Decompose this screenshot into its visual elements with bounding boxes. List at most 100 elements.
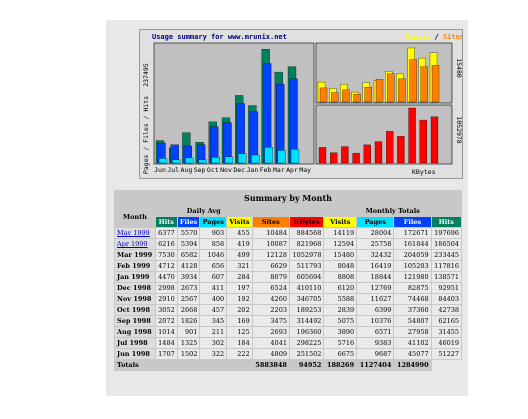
- kbytes-bar: [386, 131, 394, 164]
- value-cell: 2693: [251, 326, 290, 338]
- value-cell: 2203: [251, 304, 290, 316]
- sites-bar: [387, 73, 395, 103]
- month-cell[interactable]: May 1999: [114, 227, 156, 239]
- month-cell: Nov 1998: [114, 293, 156, 305]
- value-cell: 2567: [176, 293, 201, 305]
- value-cell: 204059: [393, 249, 432, 261]
- table-row: Jul 1998 1484 1325 302 184 4041 298225 5716 9383…: [114, 337, 463, 349]
- pages-bar: [172, 159, 181, 164]
- value-cell: 3052: [154, 304, 178, 316]
- value-cell: 284: [226, 271, 253, 283]
- value-cell: 10484: [251, 227, 290, 239]
- value-cell: 233445: [430, 249, 463, 261]
- value-cell: 211: [199, 326, 228, 338]
- month-tick: Jun: [154, 166, 166, 174]
- kbytes-bar: [374, 141, 383, 164]
- value-cell: 607: [199, 271, 228, 283]
- value-cell: 32432: [356, 249, 395, 261]
- legend-sites: Sites: [443, 33, 462, 41]
- month-link[interactable]: Apr 1999: [117, 240, 148, 248]
- pages-bar: [224, 156, 234, 164]
- kbytes-axis-label: KBytes: [412, 168, 436, 176]
- value-cell: 3475: [251, 315, 290, 327]
- month-tick: May: [299, 166, 311, 174]
- value-cell: 11627: [356, 293, 395, 305]
- usage-chart: Usage summary for www.mrunix.net Visits …: [139, 29, 463, 179]
- chart-title: Usage summary for www.mrunix.net: [152, 33, 287, 41]
- col-pages: Pages: [199, 216, 228, 228]
- value-cell: 31455: [430, 326, 463, 338]
- totals-label: Totals: [114, 359, 156, 371]
- value-cell: 196360: [288, 326, 325, 338]
- value-cell: 298225: [288, 337, 325, 349]
- value-cell: 314492: [288, 315, 325, 327]
- month-cell: Aug 1998: [114, 326, 156, 338]
- month-tick: Mar: [273, 166, 285, 174]
- sites-bar: [420, 66, 428, 103]
- value-cell: 84403: [430, 293, 463, 305]
- pages-bar: [198, 159, 207, 164]
- value-cell: 901: [176, 326, 201, 338]
- kbytes-bar: [341, 146, 349, 164]
- month-cell: Jan 1999: [114, 271, 156, 283]
- col-files: Files: [176, 216, 201, 228]
- month-cell: Dec 1998: [114, 282, 156, 294]
- value-cell: 5394: [176, 238, 201, 250]
- month-cell: Jul 1998: [114, 337, 156, 349]
- value-cell: 2673: [176, 282, 201, 294]
- legend-visits-sites: Visits / Sites: [405, 33, 462, 41]
- pages-bar: [277, 150, 286, 164]
- hits-axis-label: Pages / Files / Hits: [142, 96, 150, 174]
- value-cell: 2910: [154, 293, 178, 305]
- value-cell: 121980: [393, 271, 432, 283]
- value-cell: 12594: [323, 238, 358, 250]
- value-cell: 18844: [356, 271, 395, 283]
- value-cell: 161844: [393, 238, 432, 250]
- kbytes-bar: [419, 119, 427, 164]
- blank-header: [251, 205, 325, 217]
- month-tick: Dec: [233, 166, 245, 174]
- value-cell: 6216: [154, 238, 178, 250]
- kbytes-plot-area: [315, 104, 453, 165]
- table-row: Dec 1998 2998 2673 411 197 6524 410110 6120 1276…: [114, 282, 463, 294]
- value-cell: 6399: [356, 304, 395, 316]
- month-cell[interactable]: Apr 1999: [114, 238, 156, 250]
- value-cell: 27958: [393, 326, 432, 338]
- monthly-totals-header: Monthly Totals: [323, 205, 462, 217]
- chart-svg: Usage summary for www.mrunix.net Visits …: [142, 33, 462, 176]
- value-cell: 1325: [176, 337, 201, 349]
- col-sites: Sites: [251, 216, 290, 228]
- value-cell: 46019: [430, 337, 463, 349]
- value-cell: 186504: [430, 238, 463, 250]
- totals-cell: 5883848: [251, 359, 290, 371]
- totals-row: Totals 5883848 94952 188269 1127404 1284…: [114, 359, 462, 371]
- value-cell: 6120: [323, 282, 358, 294]
- month-cell: Oct 1998: [114, 304, 156, 316]
- month-cell: Jun 1998: [114, 348, 156, 360]
- month-tick: Oct: [207, 166, 219, 174]
- col-total-visits: Visits: [323, 216, 358, 228]
- table-row: Jan 1999 4470 3934 607 284 8079 605694 8808 1884…: [114, 271, 463, 283]
- value-cell: 410110: [288, 282, 325, 294]
- value-cell: 2072: [154, 315, 178, 327]
- sites-bar: [364, 86, 372, 103]
- value-cell: 202: [226, 304, 253, 316]
- value-cell: 322: [199, 348, 228, 360]
- month-link[interactable]: May 1999: [117, 229, 150, 237]
- value-cell: 4470: [154, 271, 178, 283]
- value-cell: 37360: [393, 304, 432, 316]
- pages-bar: [251, 154, 260, 164]
- pages-bar: [290, 149, 300, 164]
- sites-bar: [319, 87, 328, 103]
- kbytes-bar: [430, 116, 439, 164]
- value-cell: 105203: [393, 260, 432, 272]
- value-cell: 499: [226, 249, 253, 261]
- value-cell: 1052978: [288, 249, 325, 261]
- value-cell: 16419: [356, 260, 395, 272]
- col-hits: Hits: [154, 216, 178, 228]
- totals-cell: 188269: [323, 359, 358, 371]
- month-tick: Apr: [286, 166, 298, 174]
- value-cell: 5570: [176, 227, 201, 239]
- value-cell: 321: [226, 260, 253, 272]
- kbytes-max-label: 1052978: [455, 116, 462, 143]
